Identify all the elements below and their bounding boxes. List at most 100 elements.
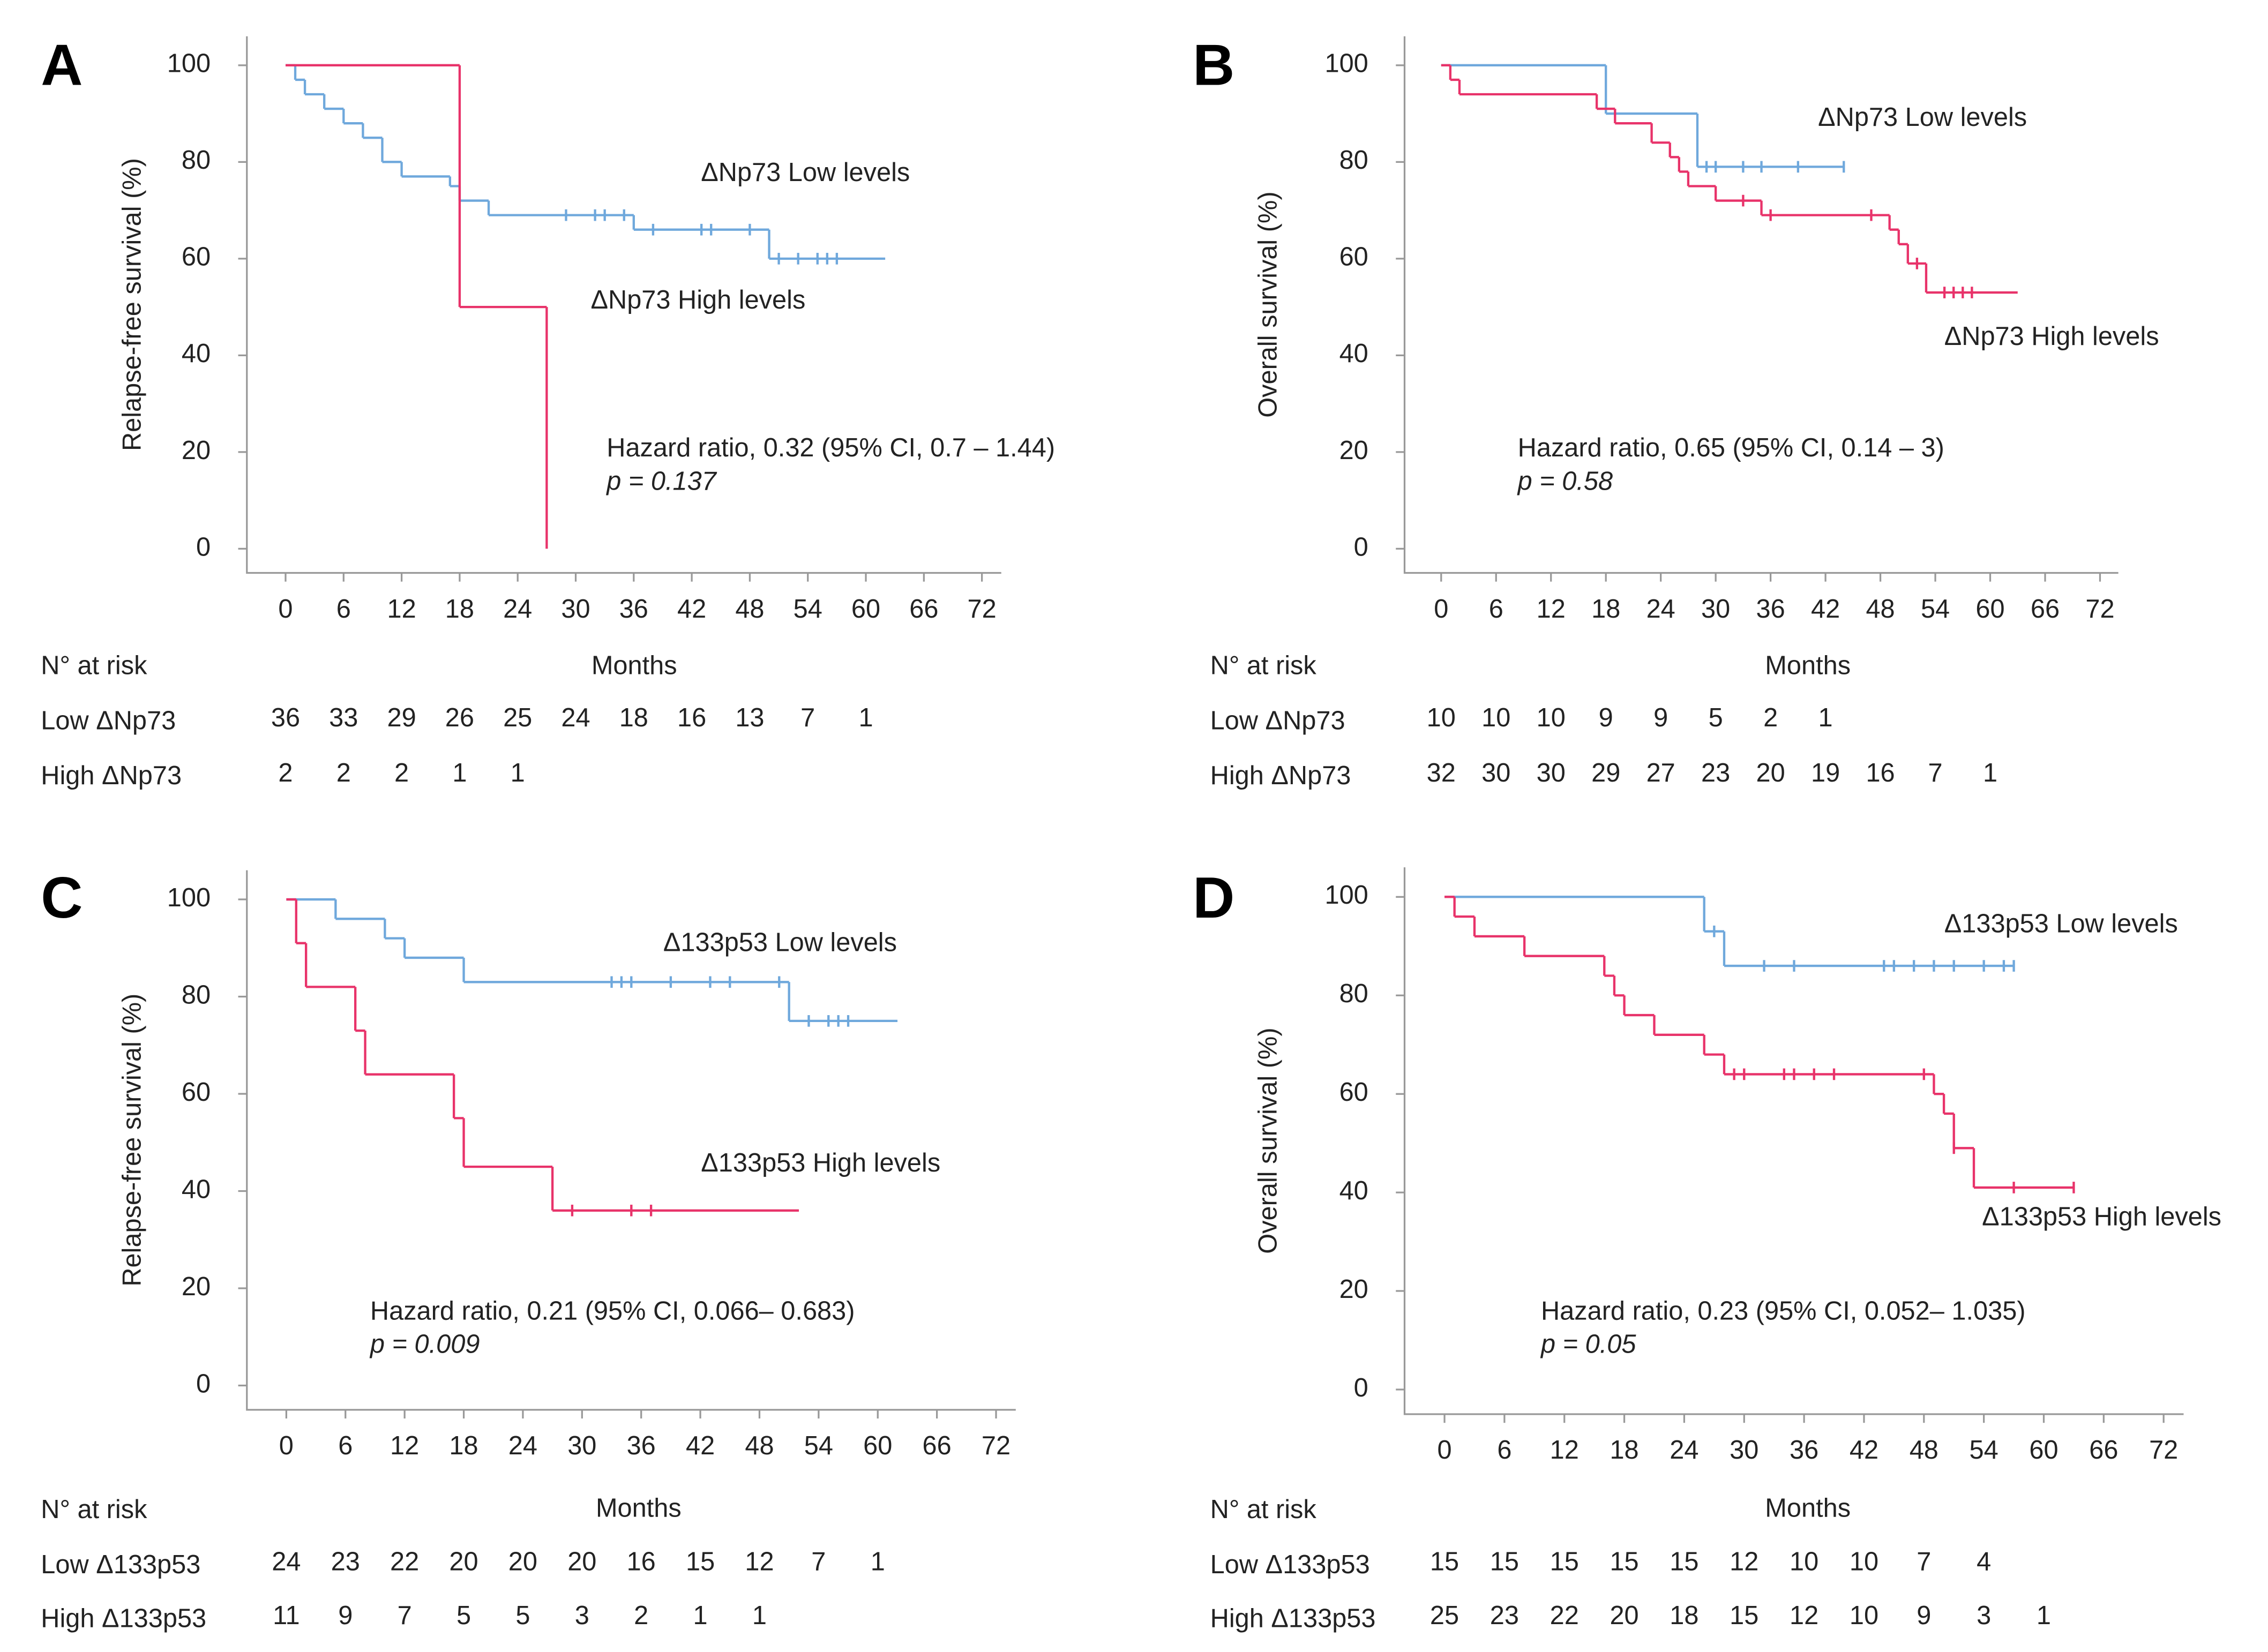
axis-line bbox=[1403, 867, 2184, 1415]
risk-number: 33 bbox=[329, 703, 358, 732]
x-tick-label: 36 bbox=[627, 1431, 656, 1460]
risk-row-label: High Δ133p53 bbox=[41, 1604, 206, 1633]
y-tick-label: 20 bbox=[182, 436, 211, 465]
risk-number: 23 bbox=[331, 1548, 360, 1576]
risk-number: 23 bbox=[1701, 759, 1730, 787]
x-tick-label: 72 bbox=[968, 595, 997, 624]
x-tick-label: 6 bbox=[338, 1431, 353, 1460]
risk-number: 25 bbox=[1430, 1601, 1459, 1630]
risk-number: 7 bbox=[811, 1548, 826, 1576]
y-tick-label: 100 bbox=[167, 49, 211, 78]
x-tick-label: 12 bbox=[1537, 595, 1566, 624]
risk-number: 12 bbox=[745, 1548, 774, 1576]
y-tick-label: 40 bbox=[1339, 339, 1368, 368]
series-label: ΔNp73 Low levels bbox=[701, 158, 910, 187]
risk-number: 1 bbox=[452, 759, 467, 787]
risk-number: 29 bbox=[387, 703, 416, 732]
risk-number: 15 bbox=[1610, 1548, 1638, 1576]
risk-title: N° at risk bbox=[41, 651, 147, 680]
risk-number: 20 bbox=[508, 1548, 537, 1576]
risk-row-label: Low Δ133p53 bbox=[1210, 1550, 1370, 1579]
annotation: p = 0.009 bbox=[369, 1330, 480, 1359]
risk-row-label: Low ΔNp73 bbox=[41, 706, 176, 735]
x-tick-label: 66 bbox=[2031, 595, 2060, 624]
risk-number: 5 bbox=[456, 1601, 471, 1630]
x-axis-label: Months bbox=[592, 651, 677, 680]
km-curve bbox=[1444, 896, 2015, 972]
x-tick-label: 42 bbox=[1850, 1436, 1878, 1465]
risk-row-label: High Δ133p53 bbox=[1210, 1604, 1376, 1633]
risk-number: 4 bbox=[1977, 1548, 1991, 1576]
x-tick-label: 60 bbox=[2029, 1436, 2058, 1465]
y-tick-label: 40 bbox=[1339, 1176, 1368, 1205]
x-tick-label: 54 bbox=[1921, 595, 1950, 624]
x-tick-label: 18 bbox=[1610, 1436, 1638, 1465]
x-tick-label: 60 bbox=[851, 595, 880, 624]
risk-number: 1 bbox=[752, 1601, 767, 1630]
km-curve bbox=[1441, 64, 2018, 298]
x-tick-label: 42 bbox=[677, 595, 706, 624]
risk-number: 15 bbox=[1490, 1548, 1519, 1576]
annotation: Hazard ratio, 0.21 (95% CI, 0.066– 0.683… bbox=[370, 1296, 855, 1325]
x-tick-label: 30 bbox=[567, 1431, 596, 1460]
y-tick-label: 100 bbox=[1324, 881, 1368, 910]
x-axis-label: Months bbox=[596, 1494, 682, 1523]
risk-number: 16 bbox=[677, 703, 706, 732]
x-tick-label: 0 bbox=[1437, 1436, 1451, 1465]
x-axis-label: Months bbox=[1765, 1494, 1851, 1523]
risk-number: 7 bbox=[800, 703, 815, 732]
y-axis-label: Overall survival (%) bbox=[1254, 1027, 1283, 1253]
risk-number: 22 bbox=[390, 1548, 419, 1576]
risk-number: 5 bbox=[1709, 703, 1723, 732]
y-tick-label: 0 bbox=[1354, 1373, 1368, 1402]
y-tick-label: 60 bbox=[182, 243, 211, 272]
panel-letter: B bbox=[1193, 33, 1234, 97]
x-tick-label: 54 bbox=[804, 1431, 833, 1460]
risk-number: 19 bbox=[1811, 759, 1840, 787]
y-tick-label: 100 bbox=[1324, 49, 1368, 78]
panel-letter: C bbox=[41, 865, 83, 930]
series-label: ΔNp73 High levels bbox=[1944, 322, 2159, 351]
risk-number: 12 bbox=[1730, 1548, 1758, 1576]
y-tick-label: 20 bbox=[1339, 1275, 1368, 1304]
y-tick-label: 80 bbox=[182, 980, 211, 1009]
risk-number: 10 bbox=[1427, 703, 1456, 732]
x-tick-label: 0 bbox=[278, 595, 293, 624]
risk-number: 20 bbox=[449, 1548, 478, 1576]
risk-number: 24 bbox=[561, 703, 590, 732]
risk-number: 15 bbox=[1670, 1548, 1698, 1576]
x-tick-label: 42 bbox=[1811, 595, 1840, 624]
y-tick-label: 60 bbox=[1339, 243, 1368, 272]
y-axis-label: Relapse-free survival (%) bbox=[117, 158, 146, 451]
y-tick-label: 80 bbox=[182, 146, 211, 175]
x-tick-label: 36 bbox=[1756, 595, 1785, 624]
x-tick-label: 6 bbox=[1497, 1436, 1511, 1465]
risk-number: 36 bbox=[271, 703, 300, 732]
risk-number: 7 bbox=[1928, 759, 1942, 787]
km-curve bbox=[1444, 896, 2075, 1193]
km-curve bbox=[1441, 64, 1845, 173]
x-tick-label: 24 bbox=[1670, 1436, 1698, 1465]
x-tick-label: 72 bbox=[982, 1431, 1011, 1460]
x-tick-label: 54 bbox=[1970, 1436, 1998, 1465]
risk-number: 16 bbox=[1866, 759, 1895, 787]
y-tick-label: 80 bbox=[1339, 979, 1368, 1008]
risk-number: 1 bbox=[1818, 703, 1833, 732]
risk-number: 22 bbox=[1550, 1601, 1579, 1630]
risk-number: 10 bbox=[1481, 703, 1510, 732]
risk-number: 11 bbox=[273, 1601, 300, 1630]
risk-number: 32 bbox=[1427, 759, 1456, 787]
series-label: ΔNp73 High levels bbox=[590, 286, 805, 314]
annotation: Hazard ratio, 0.65 (95% CI, 0.14 – 3) bbox=[1518, 433, 1944, 462]
x-tick-label: 66 bbox=[909, 595, 938, 624]
panel-letter: A bbox=[41, 33, 83, 97]
annotation: p = 0.58 bbox=[1517, 467, 1613, 496]
x-tick-label: 72 bbox=[2149, 1436, 2178, 1465]
x-tick-label: 66 bbox=[2089, 1436, 2118, 1465]
x-tick-label: 12 bbox=[387, 595, 416, 624]
risk-number: 24 bbox=[272, 1548, 301, 1576]
series-label: Δ133p53 High levels bbox=[701, 1148, 940, 1177]
y-tick-label: 0 bbox=[196, 532, 211, 561]
